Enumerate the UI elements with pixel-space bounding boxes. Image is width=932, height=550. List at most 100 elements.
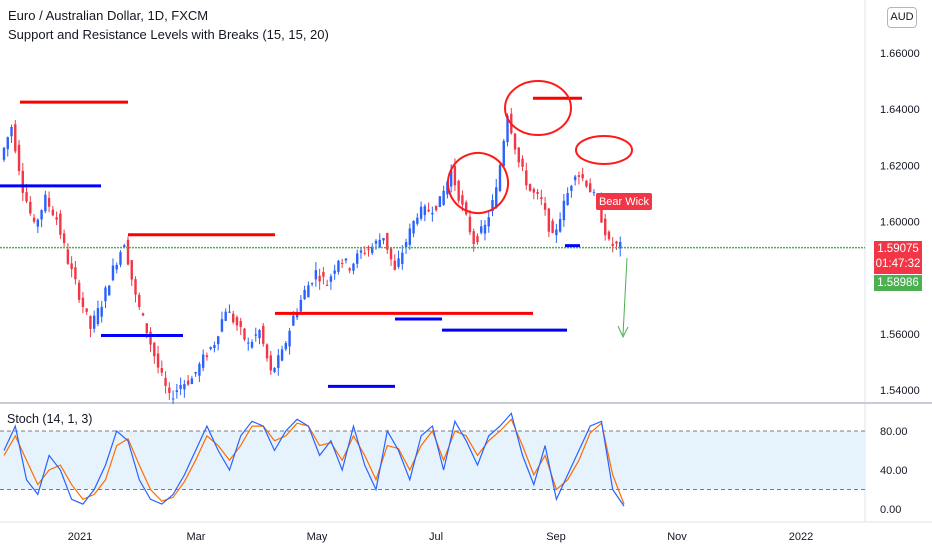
candle-body — [201, 354, 205, 368]
candle-body — [21, 170, 24, 193]
current-price-tag: 1.59075 01:47:32 — [874, 241, 922, 274]
time-tick-label: 2022 — [789, 531, 813, 543]
candle-body — [265, 344, 269, 359]
candle-body — [96, 308, 100, 325]
candle-body — [604, 218, 607, 236]
candle-body — [66, 249, 70, 264]
time-tick-label: 2021 — [68, 531, 92, 543]
time-tick-label: Sep — [546, 531, 566, 543]
candle-body — [156, 353, 160, 368]
price-tick-label: 1.56000 — [880, 329, 920, 341]
candle-body — [431, 212, 434, 215]
candle-body — [547, 208, 551, 232]
candle-body — [607, 231, 611, 240]
candle-body — [10, 127, 13, 137]
candle-body — [299, 299, 303, 312]
candle-body — [141, 313, 145, 316]
candle-body — [480, 226, 483, 233]
candle-body — [292, 315, 295, 326]
candle-body — [303, 289, 306, 300]
candle-body — [408, 228, 412, 245]
candle-body — [457, 180, 460, 201]
candle-body — [340, 262, 344, 264]
candle-body — [423, 206, 427, 216]
candle-body — [130, 260, 133, 280]
price-tick-label: 1.66000 — [880, 48, 920, 60]
candle-body — [47, 197, 51, 207]
candle-body — [77, 282, 81, 300]
bear-wick-badge — [596, 193, 652, 210]
candle-body — [397, 258, 400, 267]
candle-body — [119, 252, 122, 265]
candle-body — [145, 323, 148, 334]
candle-body — [573, 176, 577, 181]
candle-body — [551, 220, 554, 233]
candle-body — [367, 249, 370, 251]
candle-body — [29, 201, 32, 214]
stoch-k-line — [3, 412, 625, 507]
candle-body — [190, 378, 194, 385]
candle-body — [149, 331, 152, 345]
candle-body — [224, 311, 227, 321]
chart-title: Euro / Australian Dollar, 1D, FXCM — [8, 8, 209, 23]
candle-body — [59, 213, 62, 235]
candle-body — [273, 367, 276, 372]
candle-body — [329, 276, 333, 282]
candle-body — [25, 192, 28, 202]
candle-body — [126, 239, 130, 265]
price-tick-label: 1.64000 — [880, 104, 920, 116]
candle-body — [386, 233, 389, 250]
price-tick-label: 1.60000 — [880, 217, 920, 229]
candle-body — [198, 363, 201, 376]
candle-body — [491, 200, 494, 212]
candle-body — [566, 193, 569, 205]
candle-body — [280, 349, 284, 361]
candle-body — [209, 347, 212, 350]
candle-body — [115, 264, 118, 270]
candle-body — [6, 137, 9, 150]
candle-body — [183, 383, 186, 390]
candle-body — [89, 316, 92, 329]
candle-body — [528, 184, 532, 191]
candle-body — [314, 270, 318, 280]
candle-body — [536, 191, 539, 194]
candle-body — [262, 325, 265, 344]
candle-body — [592, 192, 596, 194]
candle-body — [619, 241, 622, 249]
candle-body — [464, 202, 468, 215]
candle-body — [558, 219, 562, 232]
candle-body — [250, 342, 254, 348]
candle-body — [194, 372, 197, 374]
stoch-label: Stoch (14, 1, 3) — [7, 412, 93, 426]
candle-body — [92, 315, 96, 329]
projection-arrow-head — [617, 325, 629, 339]
candle-body — [374, 240, 378, 244]
candle-body — [577, 175, 581, 177]
candle-body — [461, 195, 464, 205]
candle-body — [228, 311, 231, 313]
candle-body — [239, 321, 242, 327]
candle-body — [258, 330, 261, 339]
candle-body — [472, 231, 475, 244]
green-price: 1.58986 — [877, 277, 919, 289]
candle-body — [453, 165, 457, 186]
candle-body — [235, 317, 239, 326]
bear-wick-label: Bear Wick — [599, 196, 650, 208]
candle-body — [442, 190, 445, 205]
candle-body — [344, 258, 348, 261]
candle-body — [382, 237, 385, 241]
candle-body — [232, 313, 235, 323]
candle-body — [164, 377, 167, 386]
stoch-tick-label: 80.00 — [880, 426, 908, 438]
candle-body — [216, 336, 220, 345]
currency-button[interactable]: AUD — [887, 7, 917, 28]
candle-body — [502, 140, 505, 166]
candle-body — [213, 345, 216, 349]
candle-body — [393, 260, 396, 270]
candle-body — [543, 203, 547, 210]
candle-body — [17, 144, 21, 172]
candle-body — [44, 194, 47, 212]
candle-body — [32, 217, 36, 222]
candle-body — [404, 242, 408, 248]
